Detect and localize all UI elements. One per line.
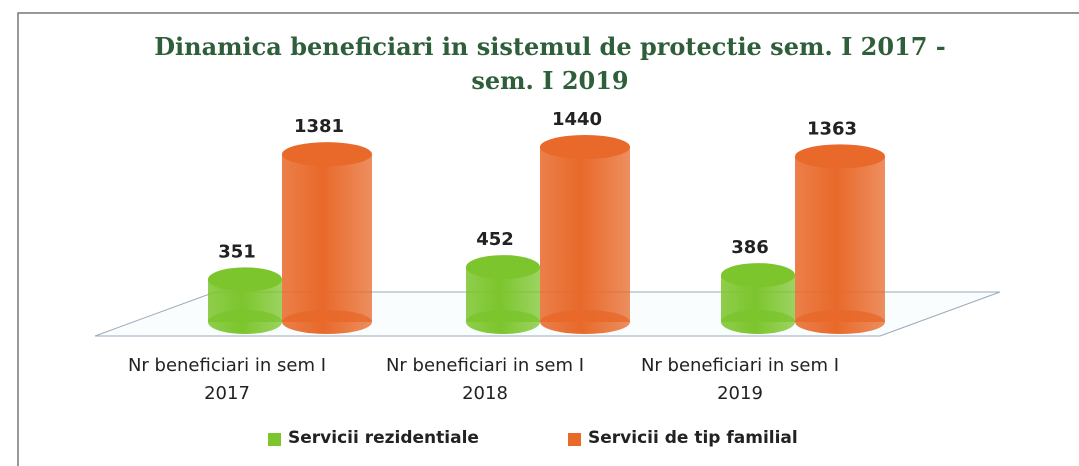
data-label: 1363 (807, 118, 857, 139)
cylinder-base (208, 310, 282, 334)
cylinder-top (282, 142, 372, 167)
cylinder-top (208, 267, 282, 292)
data-label: 1381 (294, 116, 344, 137)
legend-swatch (268, 433, 281, 446)
cylinder-base (721, 310, 795, 334)
cylinder-top (466, 255, 540, 280)
data-label: 452 (476, 229, 514, 250)
cylinder-top (721, 263, 795, 288)
x-tick-label: Nr beneficiari in sem I 2017 (127, 355, 327, 404)
cylinder-top (795, 144, 885, 169)
data-label: 386 (731, 237, 769, 258)
cylinder (282, 142, 372, 334)
cylinder (540, 135, 630, 334)
data-label: 1440 (552, 109, 602, 130)
legend-swatch (568, 433, 581, 446)
cylinder (795, 144, 885, 334)
x-tick-label: Nr beneficiari in sem I 2019 (640, 355, 840, 404)
cylinder-top (540, 135, 630, 159)
chart-title: Dinamica beneficiari in sistemul de prot… (154, 32, 946, 95)
cylinder-base (466, 310, 540, 334)
cylinder (466, 255, 540, 334)
cylinder-base (540, 310, 630, 334)
cylinder-base (795, 310, 885, 334)
cylinder-body (282, 154, 372, 322)
legend-label: Servicii rezidentiale (288, 428, 479, 448)
x-tick-label: Nr beneficiari in sem I 2018 (385, 355, 585, 404)
cylinder-base (282, 310, 372, 334)
cylinder (208, 267, 282, 334)
data-label: 351 (218, 241, 256, 262)
cylinder (721, 263, 795, 334)
legend-label: Servicii de tip familial (588, 428, 798, 448)
frame (17, 12, 1079, 466)
cylinder-body (540, 147, 630, 322)
cylinder-body (795, 156, 885, 322)
